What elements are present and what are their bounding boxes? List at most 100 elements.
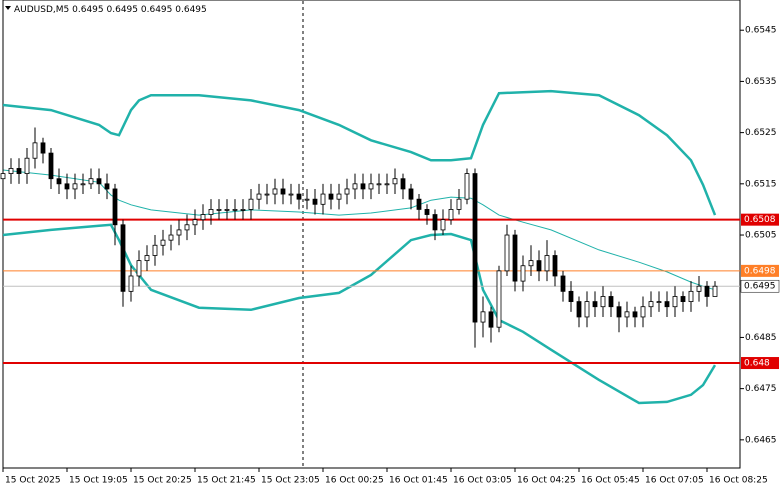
candle-body xyxy=(624,311,630,318)
level-label: 0.6508 xyxy=(744,215,776,225)
y-tick-label: 0.6485 xyxy=(745,333,777,343)
x-tick-label: 16 Oct 04:25 xyxy=(517,476,576,486)
candle-body xyxy=(0,173,6,180)
candle-body xyxy=(416,198,422,210)
candle-body xyxy=(296,193,302,200)
candle-body xyxy=(128,275,134,292)
level-label-box xyxy=(741,264,779,277)
candle-body xyxy=(528,260,534,267)
x-tick-label: 15 Oct 2025 xyxy=(5,476,61,486)
candle-body xyxy=(168,234,174,241)
candle-body xyxy=(224,209,230,211)
candle-body xyxy=(72,183,78,190)
x-tick-label: 16 Oct 08:25 xyxy=(709,476,768,486)
candle-body xyxy=(560,275,566,292)
candle-body xyxy=(496,270,502,328)
candle-body xyxy=(600,296,606,308)
candle-body xyxy=(536,260,542,272)
candle-body xyxy=(288,193,294,196)
candle-body xyxy=(392,178,398,185)
candle-body xyxy=(16,168,22,174)
header-high: 0.6495 xyxy=(107,5,139,15)
candle-body xyxy=(176,229,182,236)
candle-body xyxy=(592,301,598,308)
price-label-box xyxy=(740,279,780,293)
level-label: 0.6498 xyxy=(744,266,776,276)
candle-body xyxy=(680,296,686,302)
candle-body xyxy=(56,178,62,185)
candle-body xyxy=(456,198,462,210)
candle-body xyxy=(688,290,694,302)
symbol: AUDUSD,M5 xyxy=(14,5,69,15)
candle-body xyxy=(440,219,446,231)
menu-triangle[interactable] xyxy=(5,6,11,10)
candle-body xyxy=(520,265,526,282)
candle-body xyxy=(256,193,262,200)
candle-body xyxy=(160,239,166,246)
y-tick-label: 0.6525 xyxy=(745,128,777,138)
price-label: 0.6495 xyxy=(744,282,776,292)
candle-body xyxy=(704,285,710,297)
candle-body xyxy=(384,183,390,186)
candle-body xyxy=(368,183,374,190)
candle-body xyxy=(352,183,358,190)
level-label-box xyxy=(741,213,779,226)
candle-body xyxy=(712,285,718,297)
candle-body xyxy=(552,255,558,277)
candle-body xyxy=(632,311,638,318)
x-tick-label: 15 Oct 20:25 xyxy=(133,476,192,486)
candle-body xyxy=(280,188,286,195)
candle-body xyxy=(504,234,510,272)
x-tick-label: 15 Oct 19:05 xyxy=(69,476,128,486)
header-low: 0.6495 xyxy=(141,5,173,15)
y-tick-label: 0.6505 xyxy=(745,231,777,241)
candle-body xyxy=(344,188,350,195)
candle-body xyxy=(424,209,430,215)
candle-body xyxy=(616,306,622,318)
candle-body xyxy=(568,290,574,302)
candle-body xyxy=(448,209,454,221)
band-line xyxy=(2,89,717,216)
header-open: 0.6495 xyxy=(72,5,104,15)
y-tick-label: 0.6535 xyxy=(745,77,777,87)
candle-body xyxy=(472,173,478,323)
x-tick-label: 15 Oct 21:45 xyxy=(197,476,256,486)
candle-body xyxy=(88,178,94,185)
candle-body xyxy=(432,214,438,231)
y-tick-label: 0.6475 xyxy=(745,384,777,394)
candle-body xyxy=(192,219,198,226)
y-tick-label: 0.6465 xyxy=(745,435,777,445)
candle-body xyxy=(544,255,550,272)
candle-body xyxy=(360,183,366,190)
candle-body xyxy=(32,142,38,159)
candle-body xyxy=(640,306,646,318)
candle-body xyxy=(576,301,582,318)
candle-body xyxy=(232,209,238,211)
candle-body xyxy=(144,255,150,262)
candle-body xyxy=(64,183,70,190)
candle-body xyxy=(240,209,246,211)
candle-body xyxy=(272,188,278,195)
y-tick-label: 0.6545 xyxy=(745,26,777,36)
candle-body xyxy=(648,301,654,308)
candle-body xyxy=(512,234,518,282)
y-tick-label: 0.6515 xyxy=(745,179,777,189)
candle-body xyxy=(328,193,334,200)
candle-body xyxy=(208,209,214,215)
candle-body xyxy=(120,224,126,292)
header-close: 0.6495 xyxy=(175,5,207,15)
candle-body xyxy=(96,178,102,185)
header: AUDUSD,M5 0.6495 0.6495 0.6495 0.6495 xyxy=(14,5,207,15)
candle-body xyxy=(696,285,702,292)
candle-body xyxy=(584,301,590,318)
candle-body xyxy=(664,301,670,308)
candle-body xyxy=(304,198,310,201)
candle-body xyxy=(184,224,190,231)
candle-body xyxy=(408,188,414,200)
x-tick-label: 16 Oct 07:05 xyxy=(645,476,704,486)
candle-body xyxy=(112,188,118,226)
candle-body xyxy=(104,183,110,190)
candle-body xyxy=(40,142,46,154)
